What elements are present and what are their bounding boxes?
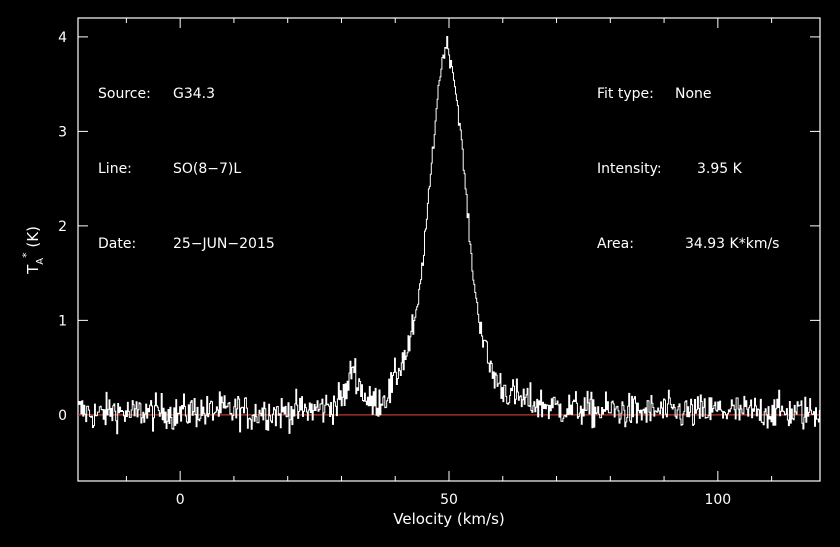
y-axis-label: TA* (K): [20, 226, 46, 275]
line-label: Line:: [98, 161, 132, 177]
source-label: Source:: [98, 86, 151, 102]
line-value: SO(8−7)L: [173, 161, 242, 177]
x-tick-label: 100: [704, 492, 731, 508]
date-label: Date:: [98, 236, 137, 252]
y-tick-label: 4: [58, 30, 67, 46]
area-label: Area:: [597, 236, 634, 252]
x-tick-label: 0: [176, 492, 185, 508]
area-row: Area: 34.93 K*km/s: [597, 232, 779, 257]
y-tick-label: 1: [58, 313, 67, 329]
header-left: Source: G34.3 Line: SO(8−7)L Date: 25−JU…: [98, 32, 275, 282]
fit-type-row: Fit type: None: [597, 82, 779, 107]
x-axis-ticks: 0 50 100: [125, 18, 773, 508]
y-tick-label: 3: [58, 124, 67, 140]
fit-type-value: None: [675, 86, 712, 102]
y-tick-label: 2: [58, 219, 67, 235]
date-row: Date: 25−JUN−2015: [98, 232, 275, 257]
source-value: G34.3: [173, 86, 216, 102]
header-right: Fit type: None Intensity: 3.95 K Area: 3…: [597, 32, 779, 282]
x-tick-label: 50: [440, 492, 458, 508]
source-row: Source: G34.3: [98, 82, 275, 107]
area-value: 34.93 K*km/s: [685, 236, 780, 252]
date-value: 25−JUN−2015: [173, 236, 275, 252]
line-row: Line: SO(8−7)L: [98, 157, 275, 182]
fit-type-label: Fit type:: [597, 86, 654, 102]
x-axis-label: Velocity (km/s): [393, 510, 504, 528]
spectrum-series-line: [78, 36, 820, 435]
intensity-row: Intensity: 3.95 K: [597, 157, 779, 182]
svg-text:TA* (K): TA* (K): [20, 226, 46, 275]
intensity-label: Intensity:: [597, 161, 662, 177]
intensity-value: 3.95 K: [697, 161, 742, 177]
y-axis-ticks: 0 1 2 3 4: [58, 30, 820, 424]
y-tick-label: 0: [58, 408, 67, 424]
